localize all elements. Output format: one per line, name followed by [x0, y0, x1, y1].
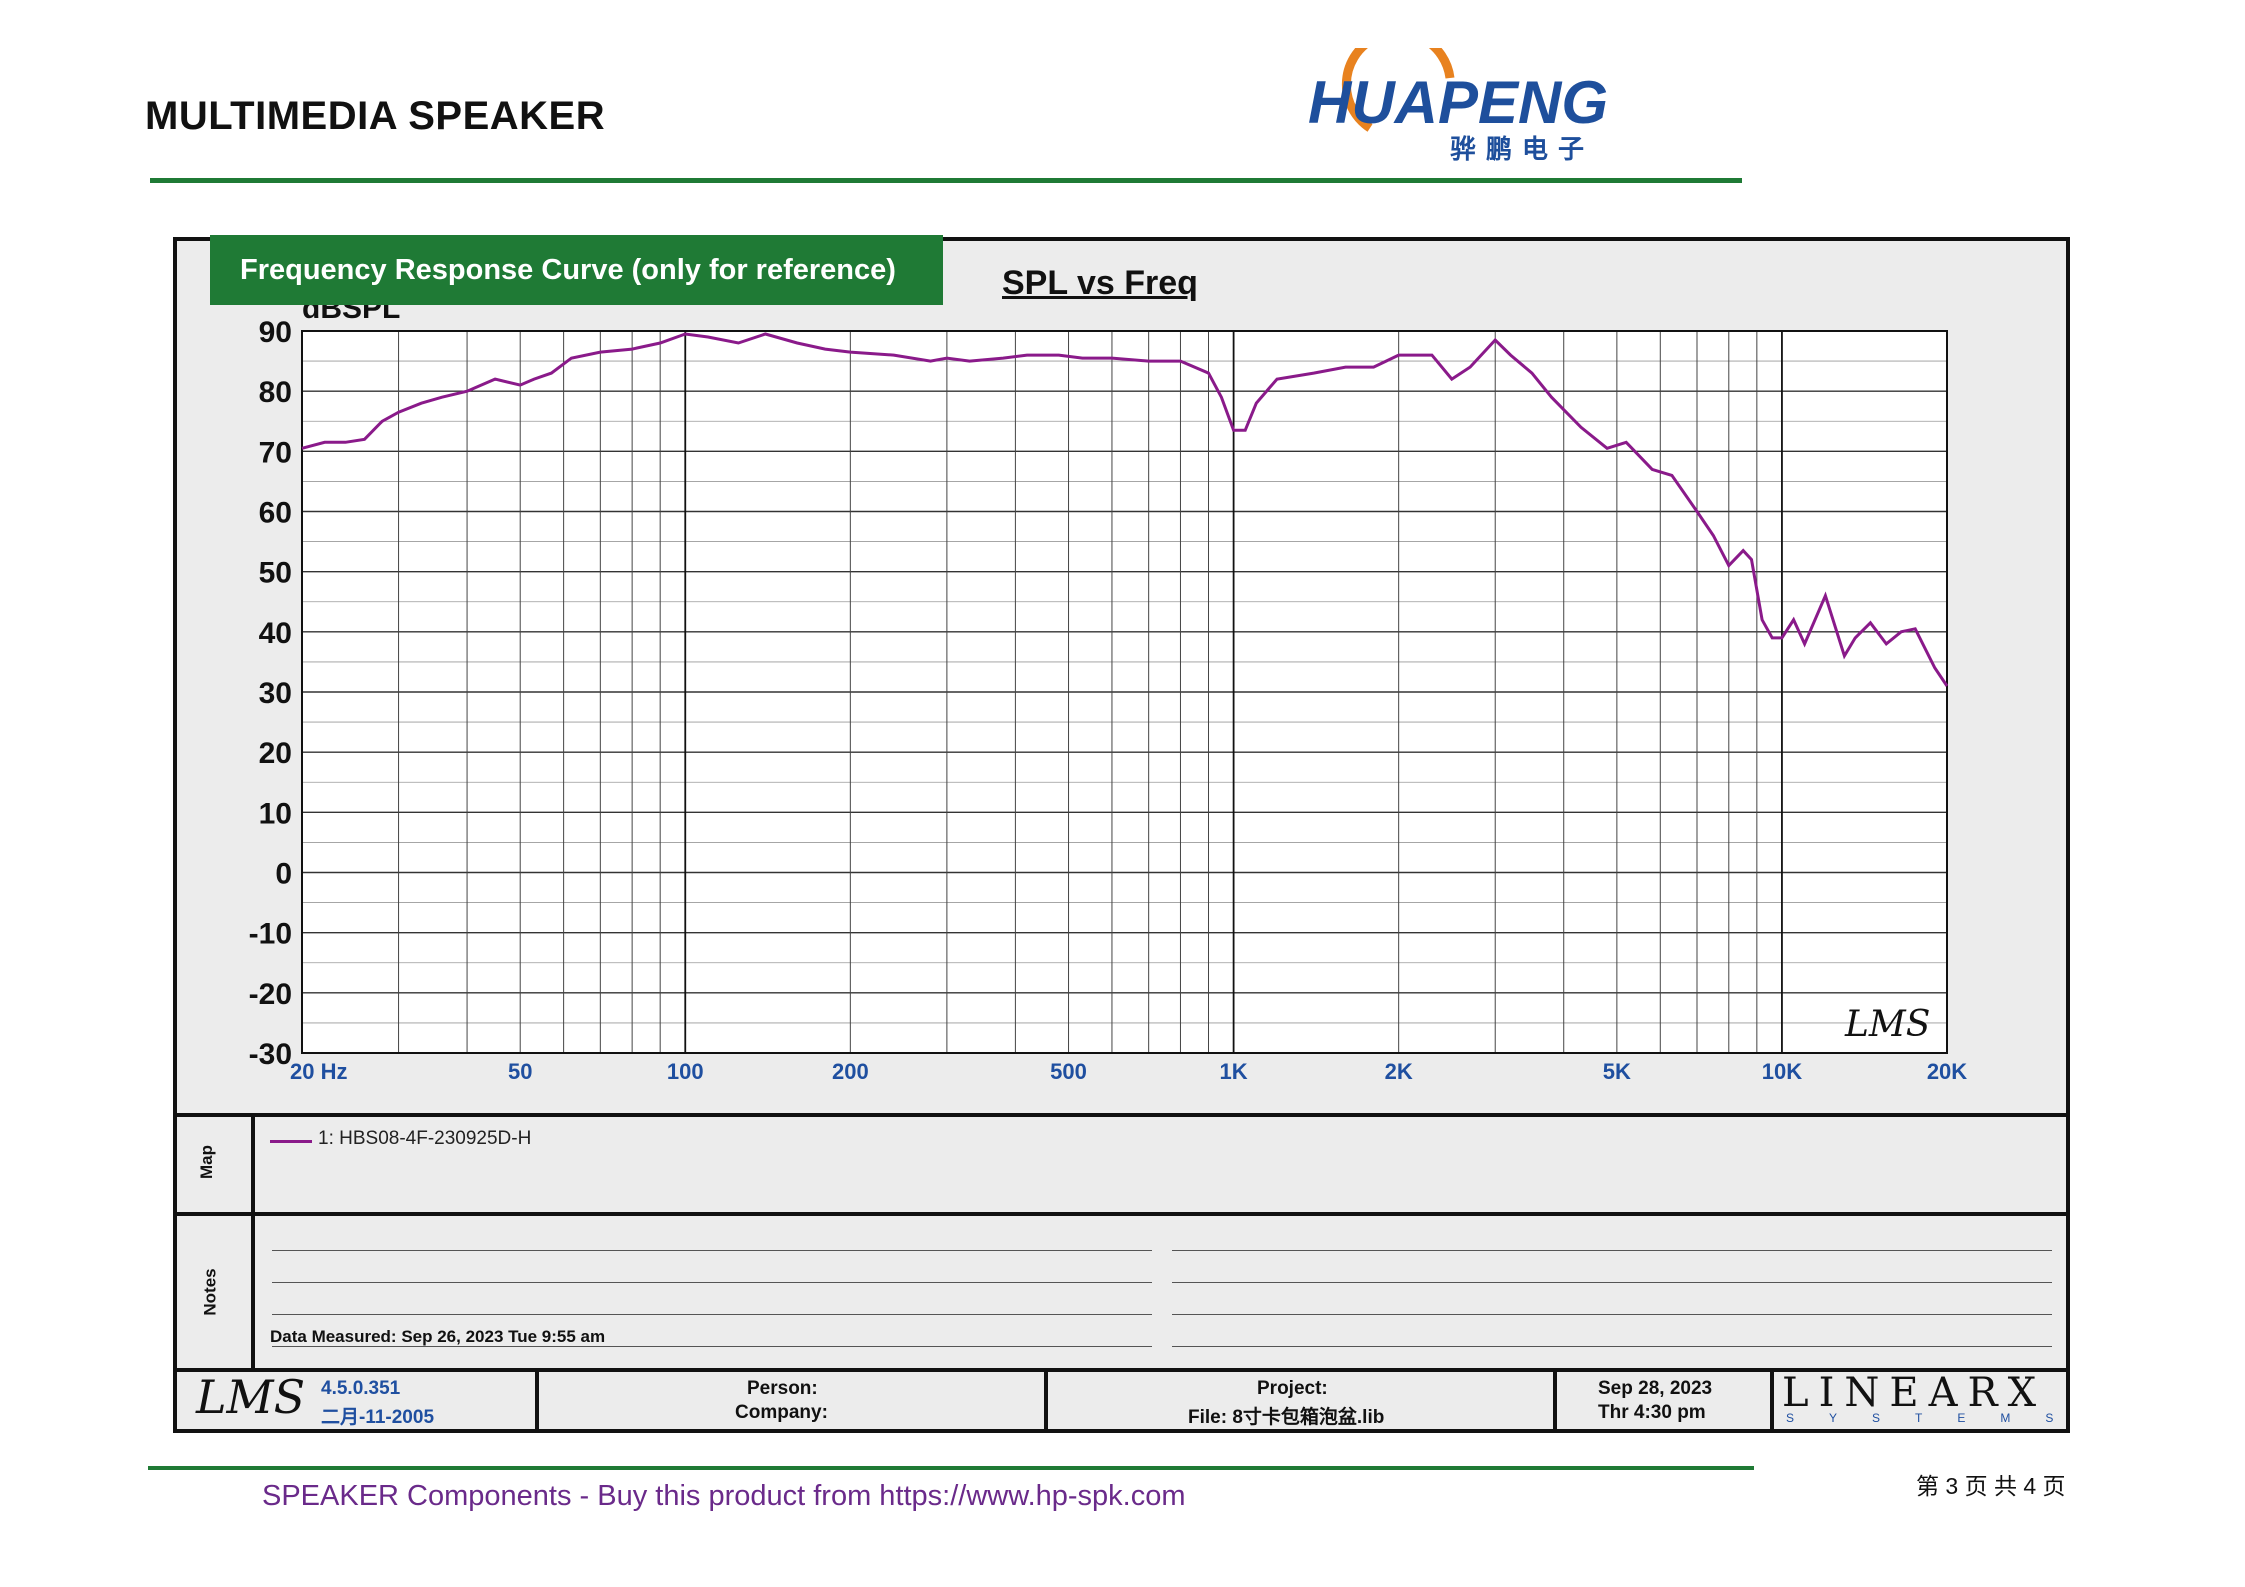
- frequency-response-badge: Frequency Response Curve (only for refer…: [210, 235, 943, 305]
- version-text: 4.5.0.351: [321, 1378, 401, 1399]
- chart-title: SPL vs Freq: [1002, 264, 1198, 302]
- systems-text: SYSTEMS: [1786, 1411, 2089, 1425]
- watermark-logo: HUAPENG 骅 鹏 电 子: [680, 642, 1610, 970]
- page-title: MULTIMEDIA SPEAKER: [145, 94, 606, 138]
- version-date-text: 二月-11-2005: [321, 1407, 435, 1428]
- info-divider: [1770, 1370, 1774, 1431]
- file-text: File: 8寸卡包箱泡盆.lib: [1188, 1407, 1385, 1428]
- huapeng-logo: HUAPENG 骅鹏电子: [1308, 48, 1608, 165]
- note-line: [272, 1250, 1152, 1251]
- note-line: [1172, 1346, 2052, 1347]
- info-divider: [1044, 1370, 1048, 1431]
- map-band-top: [175, 1113, 2068, 1117]
- linearx-logo: LINEARX: [1782, 1370, 2047, 1416]
- person-text: Person:: [747, 1378, 818, 1399]
- watermark-text: HUAPENG: [680, 694, 1610, 906]
- data-measured-text: Data Measured: Sep 26, 2023 Tue 9:55 am: [270, 1327, 606, 1346]
- project-text: Project:: [1257, 1378, 1328, 1399]
- header-divider: [150, 178, 1742, 183]
- band-label-divider: [251, 1113, 255, 1370]
- logo-text: HUAPENG: [1308, 69, 1608, 136]
- watermark-cn-text: 骅 鹏 电 子: [1100, 881, 1496, 970]
- report-time-text: Thr 4:30 pm: [1598, 1402, 1706, 1423]
- legend-swatch: [270, 1140, 312, 1143]
- info-divider: [535, 1370, 539, 1431]
- notes-band-top: [175, 1212, 2068, 1216]
- report-date-text: Sep 28, 2023: [1598, 1378, 1713, 1399]
- legend-entry: 1: HBS08-4F-230925D-H: [318, 1128, 532, 1149]
- footer-text: SPEAKER Components - Buy this product fr…: [262, 1480, 1186, 1512]
- page-number: 第 3 页 共 4 页: [1916, 1473, 2066, 1499]
- note-line: [1172, 1282, 2052, 1283]
- company-text: Company:: [735, 1402, 828, 1423]
- note-line: [272, 1282, 1152, 1283]
- note-line: [272, 1314, 1152, 1315]
- lms-logo: LMS: [196, 1370, 306, 1424]
- note-line: [1172, 1250, 2052, 1251]
- map-label: Map: [197, 1145, 216, 1179]
- info-band-top: [175, 1368, 2068, 1372]
- logo-cn-text: 骅鹏电子: [1450, 135, 1594, 165]
- info-divider: [1553, 1370, 1557, 1431]
- note-line: [272, 1346, 1152, 1347]
- note-line: [1172, 1314, 2052, 1315]
- notes-label: Notes: [200, 1268, 220, 1316]
- footer-divider: [148, 1466, 1754, 1470]
